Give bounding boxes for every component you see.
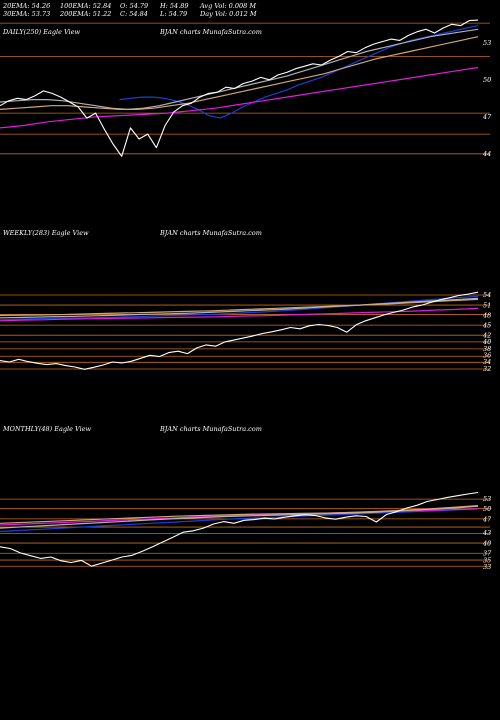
weekly-y-tick-0: 54 [483,291,491,299]
low-label: L: 54.79 [159,10,187,18]
monthly-y-tick-0: 53 [483,495,491,503]
monthly-y-tick-7: 33 [483,563,491,571]
weekly-y-tick-5: 40 [482,338,491,346]
monthly-y-tick-5: 37 [483,549,492,557]
daily-y-tick-2: 47 [482,113,492,121]
daily-chart-panel: 53 50 47 44 [0,19,492,158]
daily-ema-line-4 [0,36,479,111]
stats-header: 20EMA: 54.26 30EMA: 53.73 100EMA: 52.84 … [2,2,257,18]
ema30-label: 30EMA: 53.73 [3,10,50,18]
weekly-y-tick-1: 51 [483,301,491,309]
ema200-label: 200EMA: 51.22 [59,10,111,18]
monthly-price-line [0,491,479,567]
weekly-y-tick-6: 38 [483,345,491,353]
day-vol-label: Day Vol: 0.012 M [199,10,257,18]
monthly-panel-subtitle: BJAN charts MunafaSutra.com [159,425,262,433]
weekly-panel-title: WEEKLY(283) Eagle View [3,229,89,237]
daily-panel-subtitle: BJAN charts MunafaSutra.com [159,28,262,36]
avg-vol-label: Avg Vol: 0.008 M [199,2,256,10]
monthly-y-tick-1: 50 [483,505,491,513]
weekly-panel-subtitle: BJAN charts MunafaSutra.com [159,229,262,237]
open-label: O: 54.79 [120,2,148,10]
monthly-y-tick-2: 47 [482,515,492,523]
daily-ema-line-1 [119,25,479,119]
daily-y-tick-3: 44 [482,150,491,158]
daily-ema-line-2 [0,66,479,129]
close-label: C: 54.84 [120,10,148,18]
monthly-y-tick-3: 43 [482,529,491,537]
monthly-y-tick-4: 40 [482,539,491,547]
monthly-panel-title: MONTHLY(48) Eagle View [2,425,92,433]
monthly-ema-line-1 [0,508,479,533]
weekly-ema-line-4 [0,298,479,316]
daily-panel-title: DAILY(250) Eagle View [2,28,80,36]
daily-y-tick-0: 53 [483,39,491,47]
ema20-label: 20EMA: 54.26 [2,2,50,10]
high-label: H: 54.89 [159,2,189,10]
weekly-y-tick-2: 48 [482,311,491,319]
weekly-y-tick-4: 42 [482,331,491,339]
weekly-y-tick-7: 36 [483,351,491,359]
weekly-ema-line-1 [0,295,479,321]
weekly-y-tick-3: 45 [482,321,491,329]
daily-ema-line-3 [0,28,479,111]
monthly-y-tick-6: 35 [483,556,491,564]
ema100-label: 100EMA: 52.84 [60,2,111,10]
daily-price-line [0,19,479,157]
weekly-y-tick-8: 34 [483,358,491,366]
daily-y-tick-1: 50 [483,76,491,84]
weekly-price-line [0,291,479,370]
weekly-y-tick-9: 32 [483,365,491,373]
